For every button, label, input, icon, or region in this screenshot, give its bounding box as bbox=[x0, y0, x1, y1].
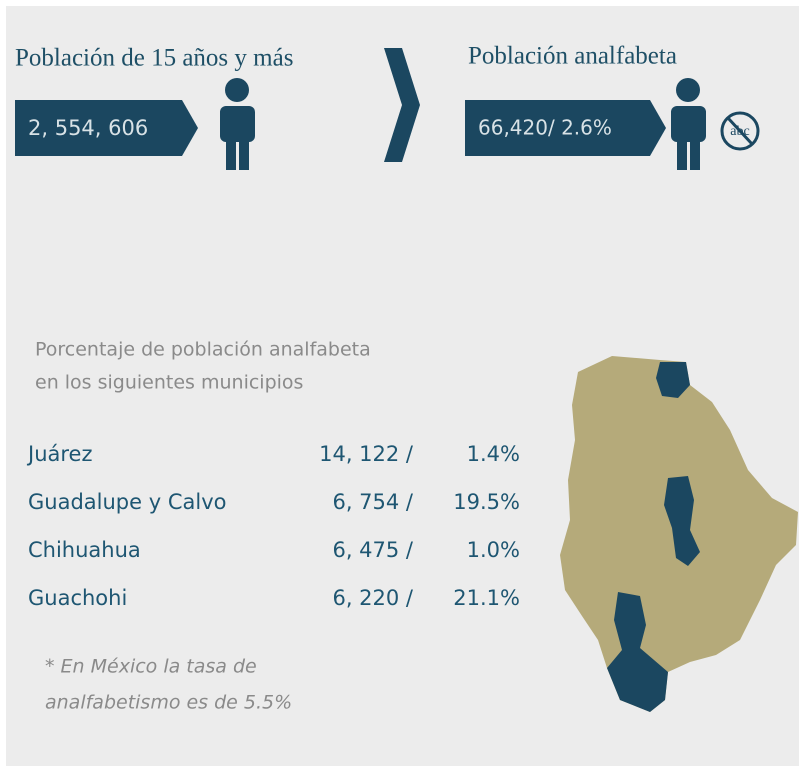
municipality-name: Chihuahua bbox=[28, 538, 141, 562]
municipality-name: Guadalupe y Calvo bbox=[28, 490, 226, 514]
right-banner bbox=[465, 100, 666, 156]
municipality bbox=[607, 592, 668, 712]
left-banner bbox=[15, 100, 198, 156]
person-icon bbox=[220, 78, 255, 170]
municipality-percent: 1.4% bbox=[467, 442, 520, 466]
municipality-count: 14, 122 / bbox=[319, 442, 414, 466]
left-value: 2, 554, 606 bbox=[28, 116, 148, 140]
municipality-count: 6, 475 / bbox=[332, 538, 413, 562]
table: Juárez 14, 122 / 1.4% Guadalupe y Calvo 6, 7… bbox=[26, 442, 520, 610]
section-title: Porcentaje de población analfabeta bbox=[35, 339, 371, 361]
municipality bbox=[664, 476, 700, 566]
no-reading-icon: abc bbox=[720, 111, 760, 151]
municipality-name: Guachohi bbox=[28, 586, 127, 610]
section-title: en los siguientes municipios bbox=[35, 372, 303, 394]
right-title: Población analfabeta bbox=[468, 43, 677, 70]
note: analfabetismo es de 5.5% bbox=[45, 692, 292, 714]
chevron bbox=[384, 48, 420, 162]
left-title: Población de 15 años y más bbox=[15, 45, 293, 72]
note: * En México la tasa de bbox=[45, 656, 257, 678]
municipality-percent: 19.5% bbox=[453, 490, 520, 514]
municipality-count: 6, 754 / bbox=[332, 490, 413, 514]
municipality-count: 6, 220 / bbox=[332, 586, 413, 610]
municipality-name: Juárez bbox=[26, 442, 93, 466]
municipality-percent: 1.0% bbox=[467, 538, 520, 562]
person-icon bbox=[671, 78, 706, 170]
map bbox=[560, 356, 798, 712]
right-value: 66,420/ 2.6% bbox=[478, 116, 612, 140]
municipality bbox=[656, 362, 690, 398]
municipality-percent: 21.1% bbox=[453, 586, 520, 610]
